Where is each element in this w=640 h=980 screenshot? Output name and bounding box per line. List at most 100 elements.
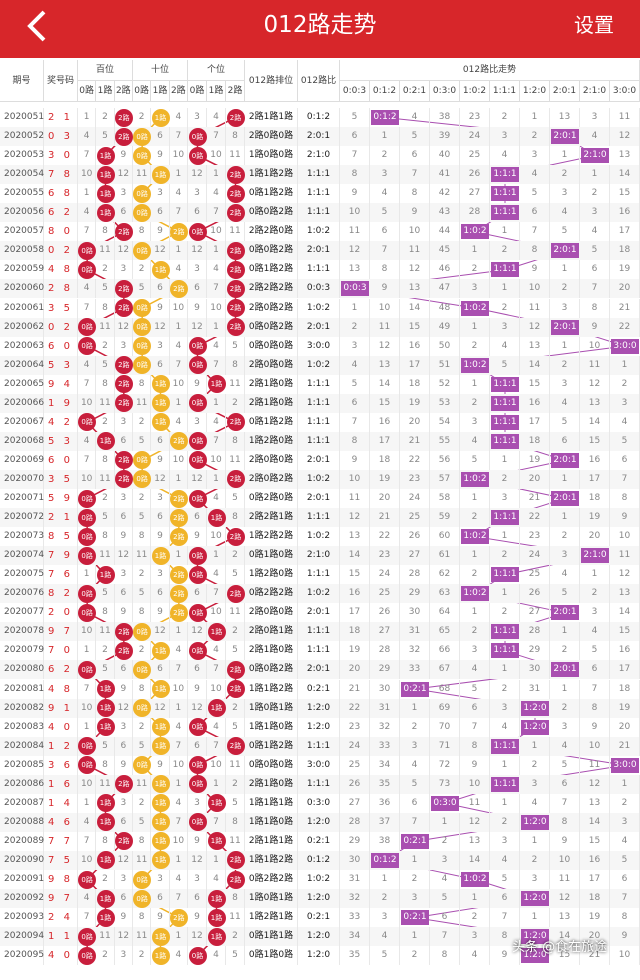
miss-count: 12 — [115, 317, 133, 337]
route-ball: 1路 — [207, 832, 226, 851]
table-row: 2020095 4 0 0路 2 3 2 1路 4 0路 4 5 0路1路0路 1:2:0 35 5 2 8 4 9… — [0, 946, 640, 966]
miss-count: 7 — [207, 431, 226, 451]
route-ball: 1路 — [207, 508, 226, 527]
draw-number: 2020078 — [0, 622, 44, 642]
miss-count: 3 — [151, 565, 170, 585]
ratio-miss-count: 5 — [550, 412, 580, 432]
ratio-miss-count: 9 — [550, 831, 580, 851]
winning-numbers: 9 7 — [44, 622, 78, 642]
miss-count: 6 — [151, 889, 170, 909]
route-ball: 1路 — [151, 546, 170, 565]
route-ratio: 2:0:1 — [298, 317, 340, 337]
ratio-miss-count: 8 — [460, 736, 490, 756]
winning-numbers: 4 0 — [44, 717, 78, 737]
draw-number: 2020055 — [0, 184, 44, 204]
miss-count: 11 — [226, 755, 245, 775]
table-row: 2020073 8 5 0路 8 9 8 9 2路 9 10 2路 1路2路2路 1:0:2 13 22 26… — [0, 527, 640, 547]
ratio-miss-count: 6 — [370, 222, 400, 242]
miss-count: 1 — [207, 546, 226, 566]
miss-count: 2 — [96, 108, 115, 127]
ratio-miss-count: 48 — [430, 298, 460, 318]
ratio-miss-count: 23 — [520, 527, 550, 547]
ratio-miss-count: 16 — [370, 412, 400, 432]
ratio-miss-count: 21 — [370, 508, 400, 528]
route-ratio: 2:0:1 — [298, 489, 340, 508]
table-row: 2020091 9 8 0路 2 3 0路 3 4 3 4 2路 0路2路2路 1:0:2 31 1 2 4 1:… — [0, 870, 640, 889]
ratio-miss-count: 27 — [400, 546, 430, 566]
route-ball: 0路 — [78, 260, 97, 279]
winning-numbers: 7 5 — [44, 850, 78, 870]
ratio-miss-count: 1 — [400, 698, 430, 718]
draw-number: 2020063 — [0, 336, 44, 356]
ratio-miss-count: 5 — [580, 241, 610, 261]
ratio-miss-count: 37 — [370, 812, 400, 832]
route-ball: 2路 — [114, 356, 133, 375]
ratio-miss-count: 5 — [610, 850, 640, 870]
route-ball: 0路 — [78, 870, 97, 889]
route-ball: 2路 — [226, 165, 245, 184]
ratio-miss-count: 2 — [610, 793, 640, 813]
winning-numbers: 3 5 — [44, 469, 78, 489]
miss-count: 4 — [78, 355, 97, 375]
miss-count: 8 — [226, 127, 245, 147]
draw-number: 2020093 — [0, 908, 44, 928]
table-row: 2020087 1 4 1 1路 3 2 1路 4 3 1路 5 1路1路1路 0:3:0 27 36 6 0:… — [0, 793, 640, 813]
route-ball: 0路 — [78, 546, 97, 565]
draw-number: 2020062 — [0, 317, 44, 337]
miss-count: 9 — [151, 755, 170, 775]
ratio-highlight: 1:2:0 — [521, 891, 549, 907]
miss-count: 2 — [133, 793, 152, 813]
ratio-miss-count: 10 — [580, 336, 610, 356]
ratio-miss-count: 28 — [370, 641, 400, 661]
miss-count: 4 — [170, 336, 188, 356]
winning-numbers: 7 6 — [44, 565, 78, 585]
ratio-miss-count: 1 — [340, 298, 370, 318]
route-ball: 2路 — [226, 299, 245, 317]
miss-count: 1 — [207, 850, 226, 870]
miss-count: 6 — [115, 889, 133, 909]
miss-count: 2 — [96, 336, 115, 356]
miss-count: 2 — [133, 108, 152, 127]
route-ball: 1路 — [151, 108, 170, 127]
ratio-miss-count: 13 — [580, 393, 610, 413]
miss-count: 6 — [188, 584, 207, 604]
ratio-miss-count: 19 — [520, 450, 550, 470]
route-ball: 2路 — [226, 584, 245, 603]
settings-button[interactable]: 设置 — [574, 13, 614, 37]
route-pattern: 2路1路0路 — [245, 774, 298, 794]
route-ball: 1路 — [96, 565, 115, 584]
miss-count: 5 — [96, 279, 115, 299]
draw-number: 2020092 — [0, 889, 44, 909]
miss-count: 10 — [170, 679, 188, 699]
route-ball: 0路 — [188, 641, 207, 660]
route-ball: 0路 — [78, 489, 97, 508]
route-ball: 2路 — [226, 527, 245, 546]
header-ratio-col: 0:0:3 — [340, 81, 370, 102]
route-ball: 0路 — [133, 756, 152, 775]
ratio-miss-count: 7 — [610, 889, 640, 909]
draw-number: 2020077 — [0, 603, 44, 623]
route-pattern: 0路0路0路 — [245, 336, 298, 356]
ratio-miss-count: 8 — [400, 184, 430, 204]
route-ratio: 1:1:1 — [298, 260, 340, 280]
ratio-miss-count: 6 — [340, 127, 370, 147]
ratio-miss-count: 1 — [550, 679, 580, 699]
route-pattern: 2路0路0路 — [245, 127, 298, 147]
miss-count: 11 — [96, 546, 115, 566]
ratio-miss-count: 22 — [400, 450, 430, 470]
ratio-miss-count: 22 — [340, 698, 370, 718]
route-ball: 0路 — [133, 622, 152, 641]
header-ratio: 012路比 — [298, 60, 340, 102]
miss-count: 3 — [115, 412, 133, 432]
miss-count: 5 — [226, 946, 245, 966]
ratio-miss-count: 21 — [610, 298, 640, 318]
ratio-highlight: 2:0:1 — [551, 605, 579, 621]
ratio-miss-count: 1 — [460, 546, 490, 566]
ratio-miss-count: 12 — [520, 317, 550, 337]
miss-count: 5 — [133, 508, 152, 528]
ratio-miss-count: 5 — [580, 641, 610, 661]
route-ball: 1路 — [96, 203, 115, 222]
ratio-miss-count: 26 — [340, 774, 370, 794]
back-icon[interactable] — [22, 6, 52, 46]
ratio-miss-count: 6 — [340, 393, 370, 413]
